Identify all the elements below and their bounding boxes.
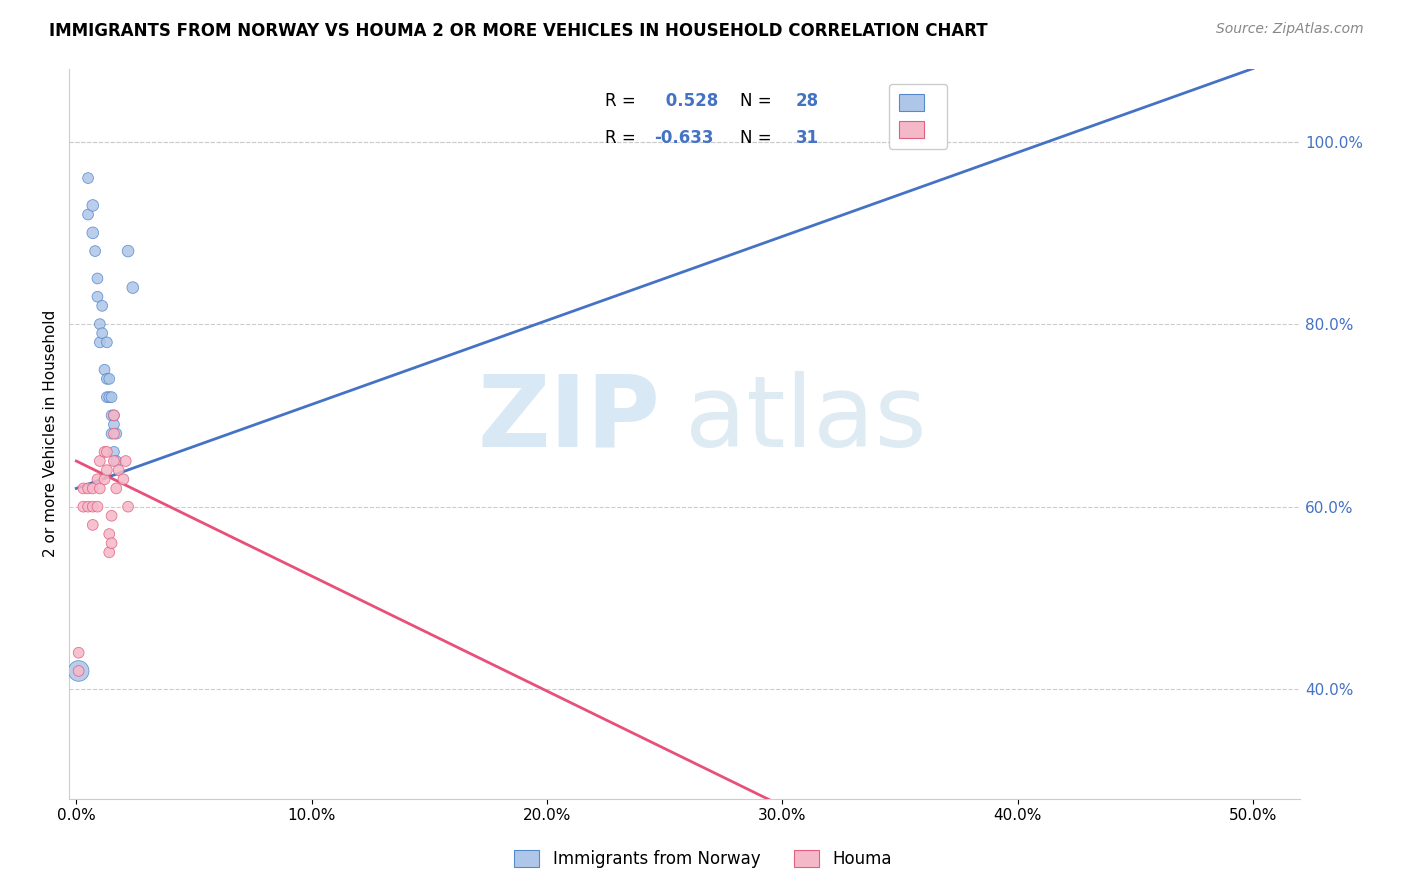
Point [96, 463, 118, 477]
Point [96, 445, 118, 459]
Text: atlas: atlas [685, 370, 927, 467]
Legend: Immigrants from Norway, Houma: Immigrants from Norway, Houma [508, 843, 898, 875]
Text: 31: 31 [796, 128, 818, 147]
Point [117, 244, 139, 258]
Point [100, 390, 122, 404]
Point [86, 290, 108, 304]
Text: -0.633: -0.633 [654, 128, 713, 147]
Point [100, 409, 122, 423]
Text: Source: ZipAtlas.com: Source: ZipAtlas.com [1216, 22, 1364, 37]
Point [103, 454, 125, 468]
Point [98, 545, 121, 559]
Text: 0.528: 0.528 [659, 93, 718, 111]
Point [89, 335, 111, 350]
Point [103, 445, 125, 459]
Point [67, 646, 90, 660]
Point [112, 472, 135, 486]
Point [91, 299, 114, 313]
Text: IMMIGRANTS FROM NORWAY VS HOUMA 2 OR MORE VEHICLES IN HOUSEHOLD CORRELATION CHAR: IMMIGRANTS FROM NORWAY VS HOUMA 2 OR MOR… [49, 22, 988, 40]
Point [77, 208, 100, 222]
Point [86, 472, 108, 486]
Legend: , : , [889, 84, 948, 149]
Text: 28: 28 [796, 93, 818, 111]
Text: ZIP: ZIP [477, 370, 659, 467]
Text: R =: R = [605, 93, 641, 111]
Point [84, 244, 107, 258]
Point [98, 372, 121, 386]
Point [72, 482, 94, 496]
Point [67, 664, 90, 678]
Point [77, 482, 100, 496]
Point [82, 226, 104, 240]
Point [82, 482, 104, 496]
Point [107, 463, 129, 477]
Point [96, 390, 118, 404]
Point [114, 454, 136, 468]
Point [98, 527, 121, 541]
Point [89, 482, 111, 496]
Point [82, 517, 104, 532]
Text: R =: R = [605, 128, 641, 147]
Point [93, 472, 115, 486]
Point [105, 454, 128, 468]
Point [100, 536, 122, 550]
Point [67, 664, 90, 678]
Point [121, 280, 143, 294]
Y-axis label: 2 or more Vehicles in Household: 2 or more Vehicles in Household [44, 310, 58, 558]
Point [96, 335, 118, 350]
Point [91, 326, 114, 341]
Point [100, 508, 122, 523]
Point [82, 500, 104, 514]
Point [103, 417, 125, 432]
Point [86, 271, 108, 285]
Point [103, 426, 125, 441]
Point [86, 500, 108, 514]
Point [103, 409, 125, 423]
Point [98, 390, 121, 404]
Point [93, 445, 115, 459]
Point [105, 426, 128, 441]
Point [100, 426, 122, 441]
Point [89, 454, 111, 468]
Point [77, 500, 100, 514]
Point [117, 500, 139, 514]
Point [105, 482, 128, 496]
Point [89, 317, 111, 331]
Text: N =: N = [740, 93, 778, 111]
Point [77, 171, 100, 186]
Point [96, 372, 118, 386]
Point [93, 363, 115, 377]
Point [72, 500, 94, 514]
Text: N =: N = [740, 128, 778, 147]
Point [103, 409, 125, 423]
Point [82, 198, 104, 212]
